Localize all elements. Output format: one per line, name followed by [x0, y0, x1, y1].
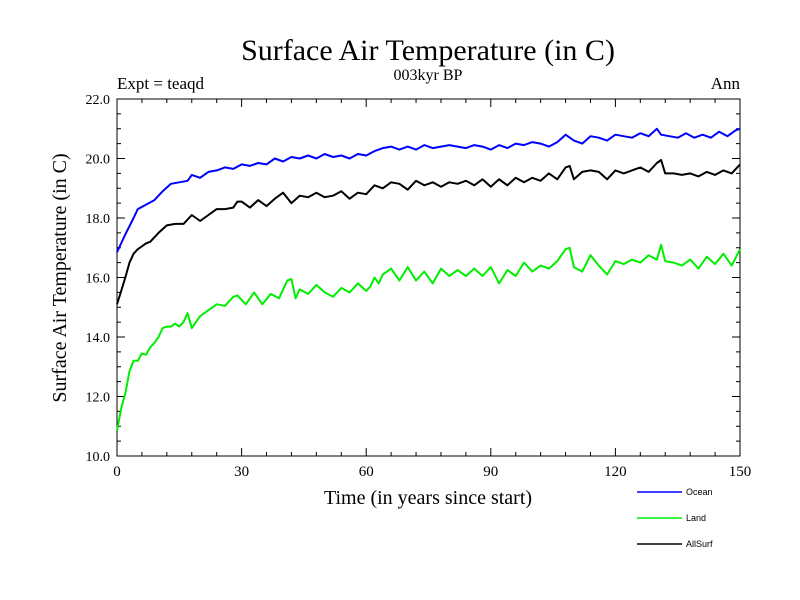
- experiment-label: Expt = teaqd: [117, 74, 205, 93]
- series-line-ocean: [116, 127, 741, 253]
- x-tick-label: 0: [113, 464, 121, 480]
- legend-label-allsurf: AllSurf: [686, 539, 713, 549]
- y-tick-label: 14.0: [86, 331, 111, 346]
- legend-label-ocean: Ocean: [686, 487, 713, 497]
- x-tick-label: 60: [359, 464, 374, 480]
- x-tick-label: 150: [729, 464, 752, 480]
- y-tick-label: 18.0: [86, 212, 111, 227]
- legend: Ocean Land AllSurf: [637, 487, 713, 549]
- y-tick-label: 10.0: [86, 450, 111, 465]
- x-tick-label: 90: [483, 464, 498, 480]
- y-tick-label: 16.0: [86, 272, 111, 287]
- x-axis-label: Time (in years since start): [324, 487, 532, 509]
- series-line-land: [116, 243, 741, 431]
- y-tick-label: 22.0: [86, 93, 111, 108]
- chart-title: Surface Air Temperature (in C): [241, 34, 615, 67]
- y-tick-label: 12.0: [86, 391, 111, 406]
- season-label: Ann: [711, 74, 741, 93]
- plot-area: 0 30 60 90 120 150 10.0 12.0 14.0 16.0 18.0 20.0 22.…: [86, 93, 752, 480]
- x-tick-label: 120: [604, 464, 627, 480]
- y-tick-label: 20.0: [86, 153, 111, 168]
- chart-subtitle: 003kyr BP: [394, 67, 463, 84]
- series-line-allsurf: [116, 159, 741, 305]
- x-tick-label: 30: [234, 464, 249, 480]
- y-axis-label: Surface Air Temperature (in C): [49, 153, 71, 402]
- legend-label-land: Land: [686, 513, 706, 523]
